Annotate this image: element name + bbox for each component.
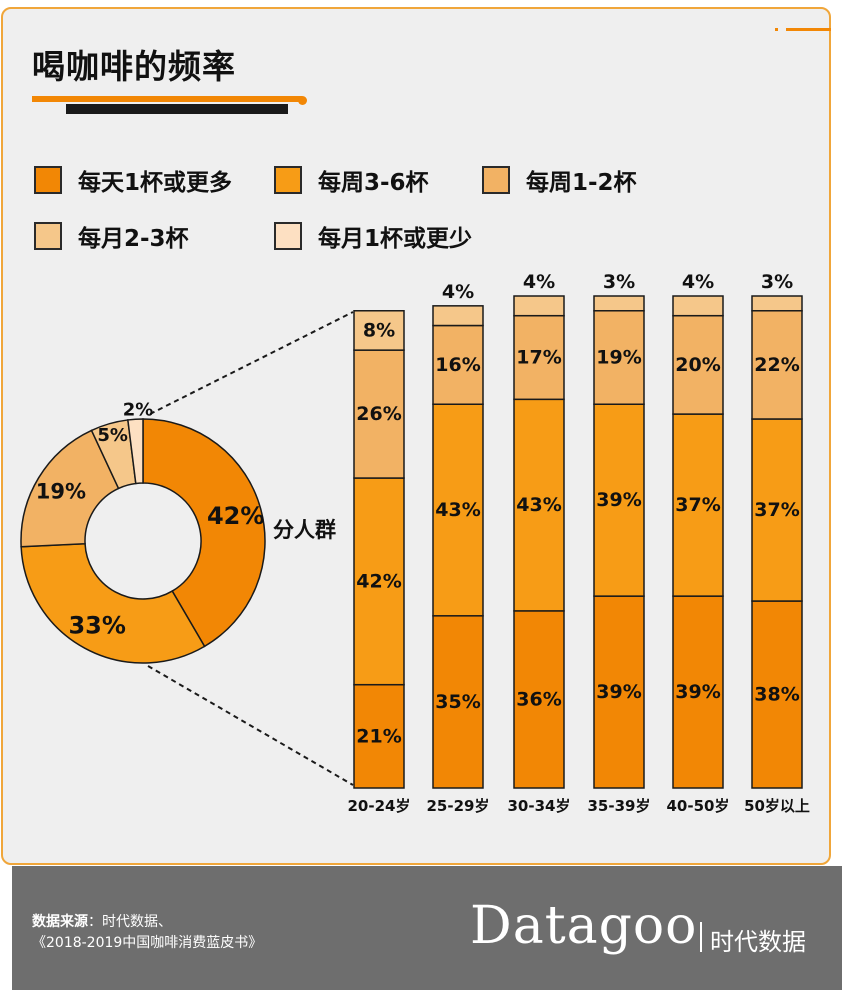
bar-value-label: 26%: [356, 403, 401, 425]
legend-item-monthly-1: 每月1杯或更少: [274, 219, 472, 253]
x-tick-label: 20-24岁: [348, 797, 411, 815]
bar-value-label: 39%: [596, 489, 641, 511]
x-tick-label: 25-29岁: [427, 797, 490, 815]
bar-segment: [593, 310, 645, 405]
bar-segment: [432, 305, 484, 327]
bar-value-label: 37%: [754, 499, 799, 521]
footer: 数据来源：时代数据、 《2018-2019中国咖啡消费蓝皮书》 Datagoo …: [12, 866, 842, 990]
stacked-chart-annotation: 分人群: [273, 518, 336, 542]
legend-label: 每月2-3杯: [78, 226, 189, 252]
bar-segment: [432, 324, 484, 405]
x-tick-label: 50岁以上: [744, 797, 810, 815]
bar-segment: [751, 600, 803, 789]
bar-segment: [751, 418, 803, 602]
bar-value-label: 39%: [675, 681, 720, 703]
legend-swatch: [482, 166, 510, 194]
donut-chart: 42% 33% 19% 5% 2%: [20, 400, 266, 664]
bar-segment: [353, 683, 405, 789]
bar-value-label: 36%: [516, 688, 561, 710]
bar-value-label: 3%: [761, 271, 793, 293]
bar-value-label: 4%: [442, 281, 474, 303]
bar-value-label: 4%: [682, 271, 714, 293]
bar-value-label: 21%: [356, 725, 401, 747]
legend-swatch: [274, 222, 302, 250]
bar-segment: [593, 295, 645, 312]
bar-segment: [593, 403, 645, 597]
x-tick-label: 35-39岁: [588, 797, 651, 815]
donut-slice: [20, 429, 120, 548]
bar-segment: [353, 349, 405, 479]
brand-logo: Datagoo: [470, 896, 698, 956]
footer-source: 数据来源：时代数据、 《2018-2019中国咖啡消费蓝皮书》: [32, 912, 262, 954]
donut-value-label: 5%: [97, 425, 128, 446]
bar-value-label: 38%: [754, 684, 799, 706]
corner-accent: [786, 28, 831, 31]
legend-swatch: [34, 222, 62, 250]
corner-dot: [775, 28, 778, 31]
bar-segment: [353, 310, 405, 351]
donut-value-label: 19%: [36, 479, 86, 503]
title-underline: [32, 96, 302, 102]
legend-swatch: [274, 166, 302, 194]
bar-value-label: 16%: [435, 354, 480, 376]
legend-label: 每天1杯或更多: [78, 170, 233, 196]
bar-value-label: 35%: [435, 691, 480, 713]
bar-segment: [751, 310, 803, 420]
legend-label: 每周3-6杯: [318, 170, 429, 196]
footer-source-line2: 《2018-2019中国咖啡消费蓝皮书》: [32, 935, 263, 951]
bar-value-label: 4%: [523, 271, 555, 293]
legend-item-weekly-3-6: 每周3-6杯: [274, 163, 429, 197]
donut-value-label: 33%: [68, 611, 125, 639]
donut-slice: [142, 418, 266, 648]
legend-label: 每周1-2杯: [526, 170, 637, 196]
bar-segment: [353, 477, 405, 686]
bar-value-label: 43%: [516, 494, 561, 516]
donut-slice: [127, 418, 144, 485]
legend-swatch: [34, 166, 62, 194]
bar-value-label: 20%: [675, 354, 720, 376]
footer-source-text: ：时代数据、: [88, 914, 172, 930]
bar-segment: [432, 403, 484, 617]
bar-segment: [593, 595, 645, 789]
bar-value-label: 42%: [356, 570, 401, 592]
bar-segment: [672, 595, 724, 789]
title-underline-dot: [298, 96, 307, 105]
bar-segment: [672, 295, 724, 317]
bar-segment: [751, 295, 803, 312]
bar-value-label: 37%: [675, 494, 720, 516]
legend-item-weekly-1-2: 每周1-2杯: [482, 163, 637, 197]
donut-slice: [20, 542, 206, 664]
donut-value-label: 42%: [207, 502, 264, 530]
bar-segment: [432, 615, 484, 789]
legend-item-monthly-2-3: 每月2-3杯: [34, 219, 189, 253]
bar-value-label: 3%: [603, 271, 635, 293]
bar-segment: [513, 314, 565, 401]
brand-logo-cn: 时代数据: [710, 928, 806, 956]
donut-value-label: 2%: [123, 400, 154, 421]
bar-value-label: 39%: [596, 681, 641, 703]
bar-segment: [513, 398, 565, 612]
logo-separator: [700, 922, 702, 952]
chart-canvas: 42% 33% 19% 5% 2% 21% 42% 26% 8% 20-24岁 35% 43% 16%…: [20, 271, 810, 815]
bar-segment: [513, 295, 565, 317]
x-tick-label: 40-50岁: [667, 797, 730, 815]
legend-label: 每月1杯或更少: [318, 226, 473, 252]
title-underline-dark: [66, 104, 288, 114]
connector-line-top: [149, 311, 354, 415]
bar-value-label: 8%: [363, 319, 395, 341]
bar-value-label: 17%: [516, 347, 561, 369]
footer-source-label: 数据来源: [32, 914, 88, 930]
legend-item-daily: 每天1杯或更多: [34, 163, 232, 197]
bar-value-label: 43%: [435, 499, 480, 521]
bar-value-label: 19%: [596, 347, 641, 369]
connector-line-bottom: [147, 665, 354, 786]
chart-title: 喝咖啡的频率: [32, 47, 236, 86]
x-tick-label: 30-34岁: [508, 797, 571, 815]
bar-value-label: 22%: [754, 354, 799, 376]
stacked-bar-chart: 21% 42% 26% 8% 20-24岁 35% 43% 16% 4% 25-29岁 36% 43%…: [348, 271, 810, 815]
